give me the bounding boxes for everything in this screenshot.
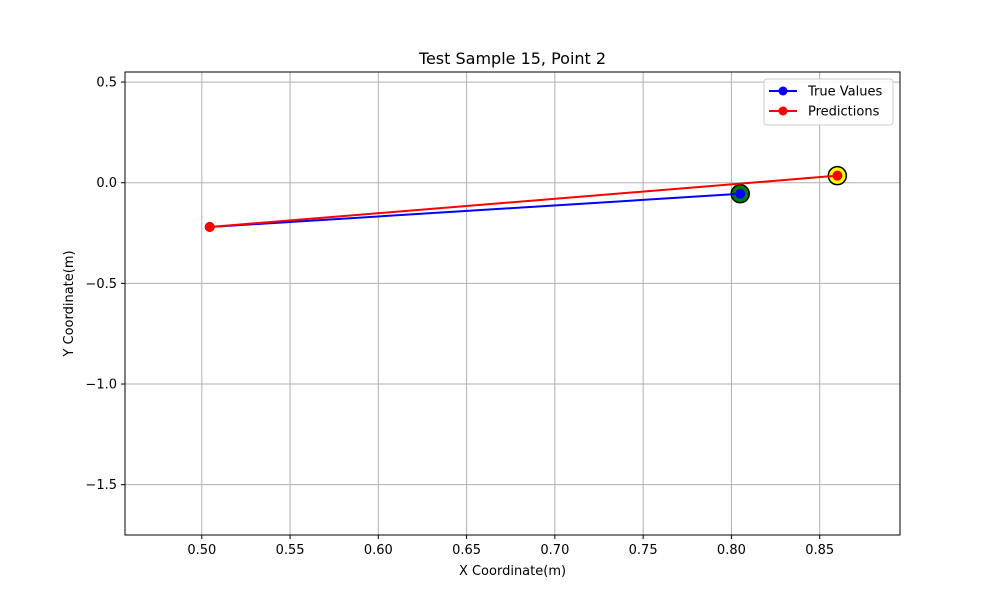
- legend-predictions-label: Predictions: [808, 105, 880, 120]
- x-tick-label: 0.85: [805, 543, 834, 558]
- x-tick-label: 0.80: [717, 543, 746, 558]
- x-tick-label: 0.50: [187, 543, 216, 558]
- legend-true-values-label: True Values: [807, 85, 882, 100]
- x-tick-label: 0.70: [540, 543, 569, 558]
- predictions-line: [209, 174, 838, 228]
- chart-title: Test Sample 15, Point 2: [418, 49, 606, 68]
- y-axis-label: Y Coordinate(m): [62, 250, 77, 357]
- legend-true-values-marker: [778, 86, 788, 96]
- y-tick-label: −0.5: [85, 277, 117, 292]
- series-layer: [204, 165, 848, 233]
- grid: [125, 72, 900, 535]
- true-values-line: [209, 192, 741, 228]
- x-tick-label: 0.65: [452, 543, 481, 558]
- legend-predictions-marker: [778, 106, 788, 116]
- x-tick-label: 0.55: [276, 543, 305, 558]
- legend: True Values Predictions: [763, 78, 894, 126]
- y-tick-label: 0.0: [96, 176, 117, 191]
- x-tick-label: 0.60: [364, 543, 393, 558]
- predictions-point: [204, 222, 215, 233]
- x-tick-label: 0.75: [629, 543, 658, 558]
- y-tick-label: 0.5: [96, 76, 117, 91]
- ticks: 0.50 0.55 0.60 0.65 0.70 0.75 0.80 0.85 0.5 0.0 −0…: [85, 76, 834, 558]
- true-values-point: [735, 188, 746, 199]
- x-axis-label: X Coordinate(m): [459, 564, 566, 579]
- predictions-point: [832, 170, 843, 181]
- y-tick-label: −1.0: [85, 378, 117, 393]
- plot-frame: [124, 71, 901, 536]
- y-tick-label: −1.5: [85, 478, 117, 493]
